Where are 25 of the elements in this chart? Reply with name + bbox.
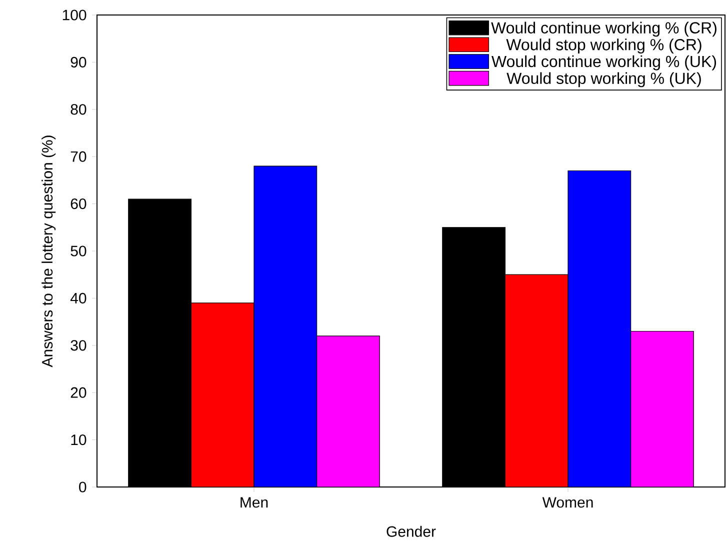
legend-label: Would stop working % (UK) bbox=[506, 72, 701, 88]
legend-label: Would stop working % (CR) bbox=[506, 38, 702, 54]
legend-label: Would continue working % (CR) bbox=[491, 22, 716, 37]
x-tick-label: Women bbox=[542, 497, 593, 508]
x-axis-title: Gender bbox=[386, 526, 436, 537]
bar bbox=[568, 170, 632, 487]
y-tick-label: 20 bbox=[70, 387, 86, 398]
x-tick-label: Men bbox=[240, 497, 268, 508]
y-tick-label: 40 bbox=[70, 292, 86, 304]
y-axis-title: Answers to the lottery question (%) bbox=[42, 136, 56, 368]
bar bbox=[190, 302, 254, 487]
y-tick-label: 60 bbox=[70, 198, 86, 210]
bar bbox=[630, 330, 694, 487]
bar bbox=[254, 166, 318, 487]
y-tick-label: 50 bbox=[70, 246, 86, 256]
y-tick-label: 80 bbox=[70, 104, 86, 115]
bar bbox=[504, 274, 568, 487]
y-tick-label: 30 bbox=[70, 340, 86, 351]
legend-label: Would continue working % (UK) bbox=[492, 55, 716, 70]
y-tick-label: 10 bbox=[71, 434, 86, 446]
y-tick-label: 0 bbox=[79, 482, 86, 492]
y-tick-label: 90 bbox=[70, 56, 86, 68]
y-tick-label: 70 bbox=[70, 151, 86, 162]
y-tick-label: 100 bbox=[62, 10, 86, 20]
bar bbox=[316, 336, 380, 487]
